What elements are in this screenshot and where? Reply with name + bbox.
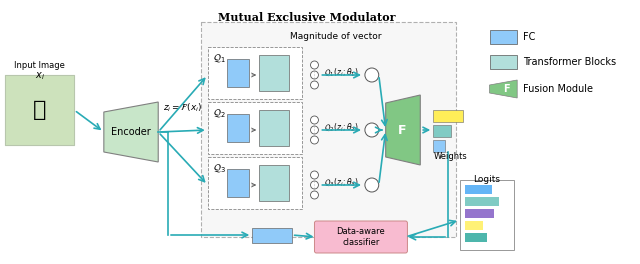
- Text: FC: FC: [523, 32, 536, 42]
- Text: F: F: [398, 124, 407, 136]
- Text: $x_i$: $x_i$: [35, 70, 45, 82]
- Circle shape: [310, 191, 319, 199]
- Text: 🐦: 🐦: [33, 100, 46, 120]
- FancyBboxPatch shape: [433, 110, 463, 122]
- Text: F: F: [503, 84, 509, 94]
- Text: Encoder: Encoder: [111, 127, 150, 137]
- FancyBboxPatch shape: [259, 55, 289, 91]
- FancyBboxPatch shape: [252, 228, 292, 243]
- Text: $z_i = \mathcal{F}(x_i)$: $z_i = \mathcal{F}(x_i)$: [163, 102, 203, 114]
- FancyBboxPatch shape: [460, 180, 514, 250]
- FancyBboxPatch shape: [433, 140, 445, 152]
- Circle shape: [310, 71, 319, 79]
- FancyBboxPatch shape: [201, 22, 456, 237]
- FancyBboxPatch shape: [5, 75, 74, 145]
- FancyBboxPatch shape: [433, 125, 451, 137]
- Text: Data-aware
classifier: Data-aware classifier: [337, 227, 385, 247]
- Circle shape: [310, 61, 319, 69]
- FancyBboxPatch shape: [490, 30, 517, 44]
- Polygon shape: [386, 95, 420, 165]
- FancyBboxPatch shape: [465, 221, 483, 230]
- Text: Mutual Exclusive Modulator: Mutual Exclusive Modulator: [218, 12, 396, 23]
- Circle shape: [310, 181, 319, 189]
- FancyBboxPatch shape: [227, 114, 249, 142]
- FancyBboxPatch shape: [227, 169, 249, 197]
- Circle shape: [310, 136, 319, 144]
- Circle shape: [310, 171, 319, 179]
- Text: $\mathcal{Q}_3$: $\mathcal{Q}_3$: [212, 162, 226, 175]
- FancyBboxPatch shape: [490, 55, 517, 69]
- Circle shape: [310, 81, 319, 89]
- Text: Transformer Blocks: Transformer Blocks: [523, 57, 616, 67]
- Polygon shape: [490, 80, 517, 98]
- FancyBboxPatch shape: [259, 165, 289, 201]
- FancyBboxPatch shape: [465, 233, 486, 242]
- Circle shape: [365, 123, 379, 137]
- Text: $\mathcal{Q}_1$: $\mathcal{Q}_1$: [212, 52, 225, 65]
- FancyBboxPatch shape: [207, 102, 301, 154]
- Text: Weights: Weights: [434, 152, 468, 161]
- FancyBboxPatch shape: [207, 157, 301, 209]
- FancyBboxPatch shape: [465, 197, 499, 206]
- Circle shape: [365, 68, 379, 82]
- FancyBboxPatch shape: [259, 110, 289, 146]
- Circle shape: [310, 126, 319, 134]
- Text: $\mathcal{Q}_3(z_i; \theta_3)$: $\mathcal{Q}_3(z_i; \theta_3)$: [324, 176, 359, 188]
- Text: $\mathcal{Q}_2$: $\mathcal{Q}_2$: [212, 107, 225, 120]
- Polygon shape: [104, 102, 158, 162]
- Circle shape: [365, 178, 379, 192]
- FancyBboxPatch shape: [465, 185, 492, 194]
- Circle shape: [310, 116, 319, 124]
- Text: Fusion Module: Fusion Module: [523, 84, 593, 94]
- Text: $\mathcal{Q}_1(z_i; \theta_1)$: $\mathcal{Q}_1(z_i; \theta_1)$: [324, 66, 359, 78]
- FancyBboxPatch shape: [227, 59, 249, 87]
- FancyBboxPatch shape: [314, 221, 408, 253]
- Text: Logits: Logits: [473, 175, 500, 184]
- Text: Input Image: Input Image: [14, 61, 65, 70]
- Text: Magnitude of vector: Magnitude of vector: [291, 32, 382, 41]
- FancyBboxPatch shape: [465, 209, 495, 218]
- Text: $\mathcal{Q}_2(z_i; \theta_2)$: $\mathcal{Q}_2(z_i; \theta_2)$: [324, 121, 359, 133]
- FancyBboxPatch shape: [207, 47, 301, 99]
